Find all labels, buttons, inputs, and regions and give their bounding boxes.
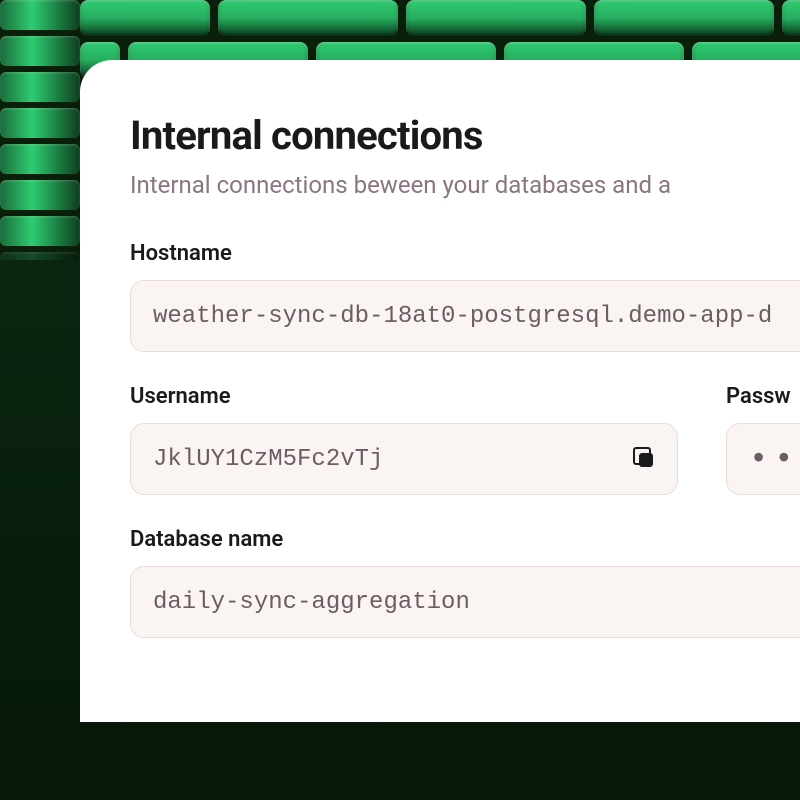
decorative-tile (0, 180, 80, 210)
decorative-tile (406, 0, 586, 36)
database-name-input[interactable]: daily-sync-aggregation (130, 566, 800, 638)
decorative-tile (80, 0, 210, 36)
password-label: Passw (726, 384, 800, 409)
decorative-tile (218, 0, 398, 36)
database-name-label: Database name (130, 527, 800, 552)
decorative-tile (0, 144, 80, 174)
decorative-tile (0, 0, 80, 30)
decorative-tile (0, 216, 80, 246)
password-group: Passw •••• (726, 384, 800, 495)
username-value: JklUY1CzM5Fc2vTj (153, 446, 383, 473)
database-name-group: Database name daily-sync-aggregation (130, 527, 800, 638)
username-group: Username JklUY1CzM5Fc2vTj (130, 384, 678, 495)
hostname-input[interactable]: weather-sync-db-18at0-postgresql.demo-ap… (130, 280, 800, 352)
connection-card: Internal connections Internal connection… (80, 60, 800, 722)
decorative-tile (0, 36, 80, 66)
decorative-tile (0, 108, 80, 138)
decorative-tile (594, 0, 774, 36)
page-subtitle: Internal connections beween your databas… (130, 171, 800, 199)
username-input[interactable]: JklUY1CzM5Fc2vTj (130, 423, 678, 495)
database-name-value: daily-sync-aggregation (153, 589, 470, 616)
password-value: •••• (749, 441, 800, 478)
hostname-group: Hostname weather-sync-db-18at0-postgresq… (130, 241, 800, 352)
password-input[interactable]: •••• (726, 423, 800, 495)
page-title: Internal connections (130, 112, 800, 159)
hostname-label: Hostname (130, 241, 800, 266)
username-label: Username (130, 384, 678, 409)
hostname-value: weather-sync-db-18at0-postgresql.demo-ap… (153, 303, 772, 330)
decorative-tile (0, 72, 80, 102)
copy-icon[interactable] (635, 449, 655, 469)
decorative-tile (782, 0, 800, 36)
